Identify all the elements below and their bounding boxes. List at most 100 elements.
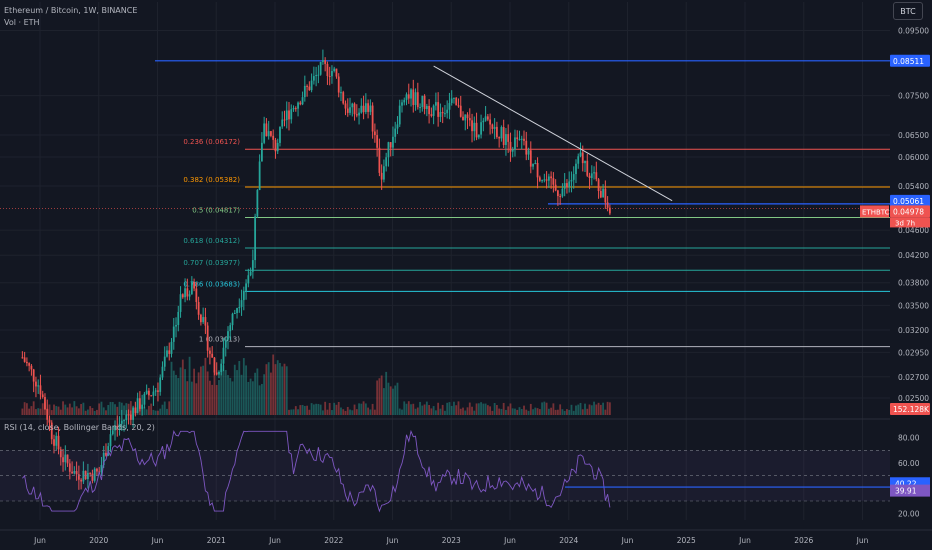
volume-bar bbox=[211, 384, 214, 415]
candle-body bbox=[102, 452, 105, 465]
time-tick-label: 2021 bbox=[207, 536, 226, 545]
volume-bar bbox=[514, 408, 516, 415]
candle-body bbox=[534, 162, 537, 165]
volume-bar bbox=[444, 410, 446, 415]
candle-body bbox=[222, 347, 225, 364]
candle-body bbox=[437, 102, 440, 117]
volume-bar bbox=[265, 364, 268, 415]
volume-bar bbox=[254, 372, 257, 415]
candle-body bbox=[464, 114, 467, 121]
current-price-tag: 0.04978 bbox=[893, 207, 924, 216]
support-level-tag-bg bbox=[890, 194, 930, 207]
candle-body bbox=[543, 179, 546, 181]
time-tick-label: 2026 bbox=[794, 536, 813, 545]
candle-body bbox=[263, 123, 266, 143]
volume-bar bbox=[190, 381, 193, 415]
price-tick-label: 0.05400 bbox=[898, 182, 929, 191]
current-price-tag-bg bbox=[890, 205, 930, 218]
candle-body bbox=[507, 134, 510, 142]
volume-bar bbox=[129, 401, 132, 415]
candle-body bbox=[290, 109, 293, 120]
rsi-axis-bg bbox=[890, 420, 932, 530]
candle-body bbox=[554, 184, 557, 191]
candle-body bbox=[355, 114, 358, 116]
volume-bar bbox=[175, 374, 177, 415]
price-tick-label: 0.07500 bbox=[898, 92, 929, 101]
rsi-line bbox=[22, 429, 611, 513]
candle-body bbox=[118, 423, 121, 427]
time-tick-label: Jun bbox=[151, 536, 164, 545]
price-tick-label: 0.04200 bbox=[898, 251, 929, 260]
candle-body bbox=[238, 306, 241, 309]
volume-bar bbox=[595, 404, 598, 415]
candle-body bbox=[299, 102, 302, 105]
volume-bar bbox=[256, 368, 259, 415]
volume-bar bbox=[263, 374, 266, 415]
volume-bar bbox=[245, 365, 247, 415]
volume-bar bbox=[188, 356, 191, 415]
volume-bar bbox=[502, 402, 505, 415]
candle-body bbox=[288, 110, 290, 120]
volume-bar bbox=[586, 408, 589, 415]
candle-body bbox=[495, 126, 498, 138]
volume-bar bbox=[446, 402, 449, 415]
volume-bar bbox=[120, 402, 123, 415]
volume-bar bbox=[396, 382, 399, 415]
volume-bar bbox=[414, 408, 417, 415]
candle-body bbox=[595, 172, 598, 180]
volume-bar bbox=[527, 410, 530, 415]
candle-body bbox=[82, 470, 85, 482]
candle-body bbox=[353, 103, 356, 115]
volume-bar bbox=[322, 410, 324, 415]
candle-body bbox=[545, 179, 548, 181]
symbol-tag-bg bbox=[860, 205, 889, 218]
candle-body bbox=[35, 381, 37, 387]
candle-body bbox=[283, 119, 286, 121]
candle-body bbox=[68, 463, 71, 472]
volume-bar bbox=[509, 403, 512, 415]
volume-bar bbox=[351, 410, 354, 415]
candle-body bbox=[378, 147, 381, 173]
volume-bar bbox=[270, 372, 272, 415]
candle-body bbox=[450, 98, 453, 104]
volume-bar bbox=[373, 409, 376, 415]
currency-button[interactable]: BTC bbox=[893, 2, 923, 20]
volume-bar bbox=[75, 406, 78, 415]
volume-bar bbox=[364, 403, 367, 415]
volume-bar bbox=[82, 402, 85, 415]
candle-body bbox=[340, 92, 342, 94]
volume-bar bbox=[326, 409, 329, 415]
volume-bar bbox=[572, 410, 575, 415]
volume-bar bbox=[604, 409, 607, 415]
volume-bar bbox=[328, 402, 331, 415]
time-tick-label: 2022 bbox=[324, 536, 343, 545]
volume-bar bbox=[389, 386, 392, 415]
candle-body bbox=[500, 127, 503, 139]
candle-body bbox=[570, 179, 573, 182]
volume-bar bbox=[84, 410, 87, 415]
candle-body bbox=[584, 160, 586, 164]
volume-bar bbox=[353, 404, 356, 415]
volume-bar bbox=[471, 406, 473, 415]
volume-bar bbox=[500, 408, 503, 415]
candle-body bbox=[150, 395, 153, 397]
volume-bar bbox=[602, 402, 604, 415]
volume-bar bbox=[152, 409, 155, 415]
candle-body bbox=[229, 325, 232, 332]
candle-body bbox=[281, 119, 284, 127]
candle-body bbox=[267, 131, 270, 137]
volume-bar bbox=[360, 403, 363, 415]
volume-bar bbox=[575, 405, 577, 415]
volume-bar bbox=[593, 401, 595, 415]
candle-body bbox=[138, 398, 141, 409]
candle-body bbox=[256, 190, 259, 217]
candle-body bbox=[434, 102, 437, 106]
price-candles bbox=[21, 49, 611, 490]
price-tick-label: 0.03500 bbox=[898, 301, 929, 310]
fib-level-label: 0.382 (0.05382) bbox=[183, 176, 240, 184]
candle-body bbox=[224, 339, 227, 348]
candle-body bbox=[473, 122, 476, 132]
volume-bar bbox=[116, 406, 119, 415]
time-tick-label: Jun bbox=[33, 536, 46, 545]
